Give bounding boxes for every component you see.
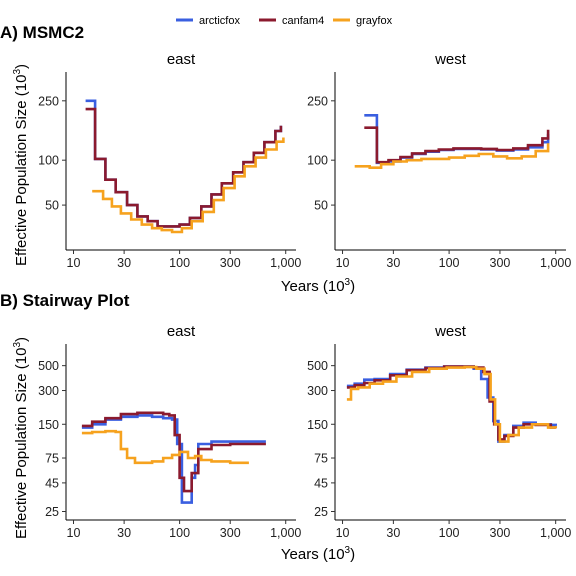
y-tick-label: 150	[38, 418, 59, 432]
panel-a-x-axis-label: Years (103)	[281, 277, 355, 295]
y-tick-label: 100	[307, 154, 328, 168]
plot-msmc2-west: west 10 30 100 300 1,000 50 100 250	[307, 51, 571, 270]
y-tick-label: 500	[38, 359, 59, 373]
x-tick-label: 30	[386, 526, 400, 540]
x-tick-label: 10	[336, 526, 350, 540]
plot-stairway-east: east 10 30 100 300 1,000 25 45 75 150 300 500	[38, 323, 301, 540]
y-tick-label: 45	[45, 476, 59, 490]
series-line-canfam4	[85, 107, 283, 228]
x-tick-label: 10	[67, 526, 81, 540]
y-tick-label: 75	[45, 452, 59, 466]
x-tick-label: 1,000	[540, 526, 571, 540]
x-tick-label: 300	[490, 526, 511, 540]
series-line-grayfox	[92, 137, 285, 234]
panel-b-y-axis-label: Effective Population Size (103)	[12, 337, 30, 539]
series-line-grayfox	[81, 429, 249, 465]
x-tick-label: 1,000	[540, 256, 571, 270]
panel-a-y-axis-label: Effective Population Size (103)	[12, 64, 30, 266]
y-tick-label: 50	[314, 199, 328, 213]
x-tick-label: 100	[169, 526, 190, 540]
legend-label-arcticfox: arcticfox	[199, 15, 240, 27]
legend-label-canfam4: canfam4	[282, 15, 324, 27]
x-tick-label: 1,000	[270, 526, 301, 540]
y-tick-label: 25	[314, 505, 328, 519]
x-tick-label: 300	[220, 526, 241, 540]
panel-b-x-axis-label: Years (103)	[281, 545, 355, 563]
x-tick-label: 30	[117, 256, 131, 270]
panel-a-title: A) MSMC2	[0, 23, 84, 42]
x-tick-label: 300	[490, 256, 511, 270]
legend-label-grayfox: grayfox	[356, 15, 393, 27]
x-tick-label: 30	[386, 256, 400, 270]
plot-stairway-west: west 10 30 100 300 1,000 25 45 75 150 300 500	[307, 323, 571, 540]
y-tick-label: 300	[38, 384, 59, 398]
y-tick-label: 250	[38, 94, 59, 108]
series-line-grayfox	[346, 365, 557, 443]
x-tick-label: 30	[117, 526, 131, 540]
series-line-arcticfox	[346, 365, 557, 443]
x-tick-label: 1,000	[270, 256, 301, 270]
facet-title: west	[434, 323, 467, 340]
y-tick-label: 75	[314, 452, 328, 466]
y-tick-label: 250	[307, 94, 328, 108]
facet-title: east	[167, 323, 196, 340]
series-line-arcticfox	[81, 414, 266, 504]
x-tick-label: 10	[336, 256, 350, 270]
y-tick-label: 50	[45, 199, 59, 213]
x-tick-label: 100	[169, 256, 190, 270]
y-tick-label: 500	[307, 359, 328, 373]
x-tick-label: 10	[67, 256, 81, 270]
y-tick-label: 150	[307, 418, 328, 432]
series-line-canfam4	[81, 411, 266, 493]
facet-title: east	[167, 51, 196, 68]
y-tick-label: 300	[307, 384, 328, 398]
y-tick-label: 25	[45, 505, 59, 519]
y-tick-label: 100	[38, 154, 59, 168]
x-tick-label: 300	[220, 256, 241, 270]
plot-msmc2-east: east 10 30 100 300 1,000 50 100 250	[38, 51, 301, 270]
legend: arcticfox canfam4 grayfox	[176, 15, 393, 27]
y-tick-label: 45	[314, 476, 328, 490]
x-tick-label: 100	[439, 256, 460, 270]
facet-title: west	[434, 51, 467, 68]
panel-b-title: B) Stairway Plot	[0, 291, 130, 310]
x-tick-label: 100	[439, 526, 460, 540]
series-line-grayfox	[354, 143, 550, 169]
